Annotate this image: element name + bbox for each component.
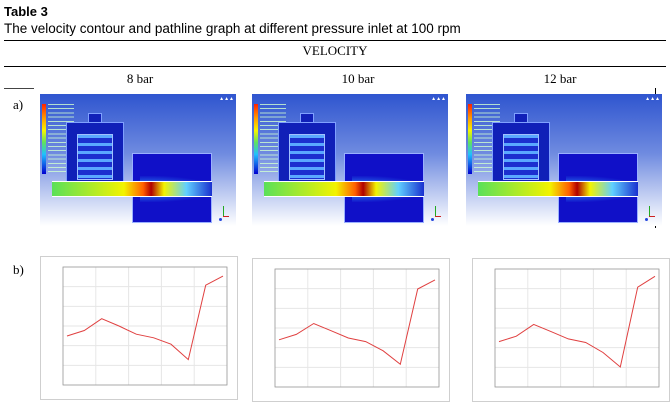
table-top-rule xyxy=(4,40,666,41)
header-rule xyxy=(4,66,666,67)
velocity-series-line xyxy=(66,275,224,361)
velocity-contour-8-bar: ▲▲▲ xyxy=(40,94,236,226)
velocity-graph-8-bar xyxy=(40,256,238,400)
software-logo: ▲▲▲ xyxy=(219,96,234,102)
row-label-b: b) xyxy=(13,262,24,277)
velocity-series-line xyxy=(278,279,436,366)
software-logo: ▲▲▲ xyxy=(645,96,660,102)
velocity-graph-12-bar xyxy=(472,258,670,402)
velocity-contour-10-bar: ▲▲▲ xyxy=(252,94,448,226)
axis-triad-icon xyxy=(645,206,655,221)
column-header-8-bar: 8 bar xyxy=(126,71,154,86)
velocity-contour-12-bar: ▲▲▲ xyxy=(466,94,662,226)
plot-frame xyxy=(494,268,660,388)
row-label-a: a) xyxy=(13,97,24,112)
velocity-series-line xyxy=(498,275,656,368)
velocity-graph-12-bar-plot xyxy=(494,268,660,388)
velocity-header: VELOCITY xyxy=(302,43,368,58)
velocity-graph-10-bar xyxy=(252,258,450,402)
row-divider-left xyxy=(4,88,34,89)
column-header-10-bar: 10 bar xyxy=(341,71,375,86)
table-label: Table 3 xyxy=(4,4,48,19)
velocity-graph-10-bar-plot xyxy=(274,268,440,388)
axis-triad-icon xyxy=(219,206,229,221)
column-header-12-bar: 12 bar xyxy=(543,71,577,86)
table-caption: The velocity contour and pathline graph … xyxy=(4,21,461,36)
plot-frame xyxy=(274,268,440,388)
axis-triad-icon xyxy=(431,206,441,221)
plot-frame xyxy=(62,266,228,386)
velocity-graph-8-bar-plot xyxy=(62,266,228,386)
software-logo: ▲▲▲ xyxy=(431,96,446,102)
